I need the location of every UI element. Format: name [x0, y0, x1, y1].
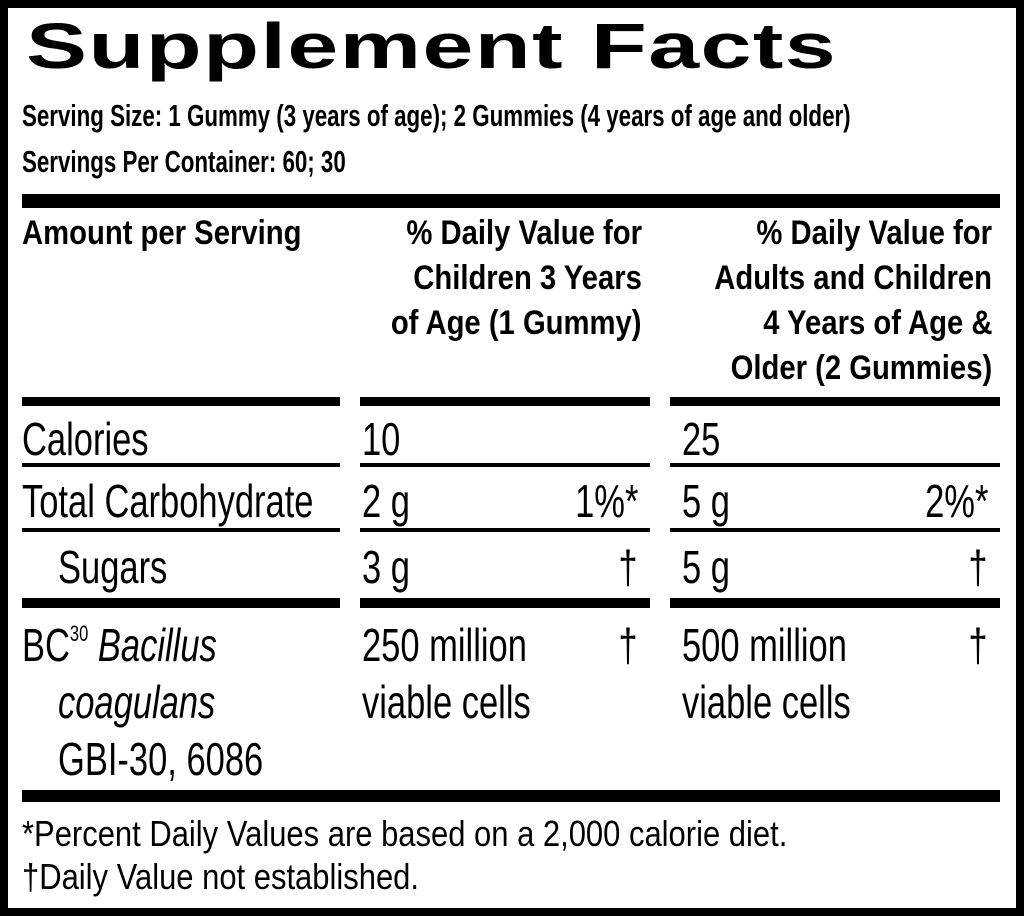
rule — [22, 194, 1000, 208]
ingredient-name: BC30 Bacillus — [22, 622, 217, 668]
species-name: Bacillus — [97, 619, 217, 671]
header: of Age (1 Gummy) — [391, 304, 642, 342]
rule — [22, 790, 1000, 802]
title: Supplement Facts — [26, 10, 838, 82]
rule — [22, 598, 340, 608]
servings-per-container: Servings Per Container: 60; 30 — [22, 144, 346, 179]
amount: 3 g — [362, 541, 410, 593]
nutrient-name: Sugars — [58, 541, 168, 593]
superscript: 30 — [69, 621, 89, 646]
rule — [670, 598, 1000, 608]
daily-value: 2%* — [924, 475, 988, 527]
nutrient-name: Total Carbohydrate — [22, 475, 314, 527]
rule — [360, 463, 650, 467]
nutrient-name: Calories — [22, 413, 149, 465]
amount: 5 g — [682, 475, 730, 527]
footnote: †Daily Value not established. — [22, 856, 419, 897]
serving-size: Serving Size: 1 Gummy (3 years of age); … — [22, 98, 851, 133]
rule — [360, 397, 650, 406]
amount: 500 million — [682, 619, 847, 671]
amount: viable cells — [682, 676, 851, 728]
rule — [360, 598, 650, 608]
rule — [22, 528, 340, 532]
species-name: coagulans — [58, 679, 215, 725]
header: Children 3 Years — [413, 259, 642, 297]
amount: 10 — [362, 413, 401, 465]
strain-name: GBI-30, 6086 — [58, 733, 264, 785]
amount: viable cells — [362, 676, 531, 728]
daily-value: † — [618, 541, 638, 593]
header: 4 Years of Age & — [762, 304, 992, 342]
rule — [670, 397, 1000, 406]
daily-value: 1%* — [574, 475, 638, 527]
footnote: *Percent Daily Values are based on a 2,0… — [22, 813, 788, 854]
daily-value: † — [968, 619, 988, 671]
header: % Daily Value for — [406, 214, 642, 252]
header: Adults and Children — [714, 259, 992, 297]
rule — [22, 463, 340, 467]
rule — [670, 463, 1000, 467]
header: Older (2 Gummies) — [730, 349, 992, 387]
species-name: coagulans — [58, 676, 216, 728]
header: Amount per Serving — [22, 214, 302, 252]
ingredient-text: BC — [22, 619, 70, 671]
amount: 5 g — [682, 541, 730, 593]
rule — [360, 528, 650, 532]
daily-value: † — [618, 619, 638, 671]
header: % Daily Value for — [756, 214, 992, 252]
amount: 25 — [682, 413, 721, 465]
rule — [22, 397, 340, 406]
daily-value: † — [968, 541, 988, 593]
amount: 2 g — [362, 475, 410, 527]
amount: 250 million — [362, 619, 527, 671]
rule — [670, 528, 1000, 532]
